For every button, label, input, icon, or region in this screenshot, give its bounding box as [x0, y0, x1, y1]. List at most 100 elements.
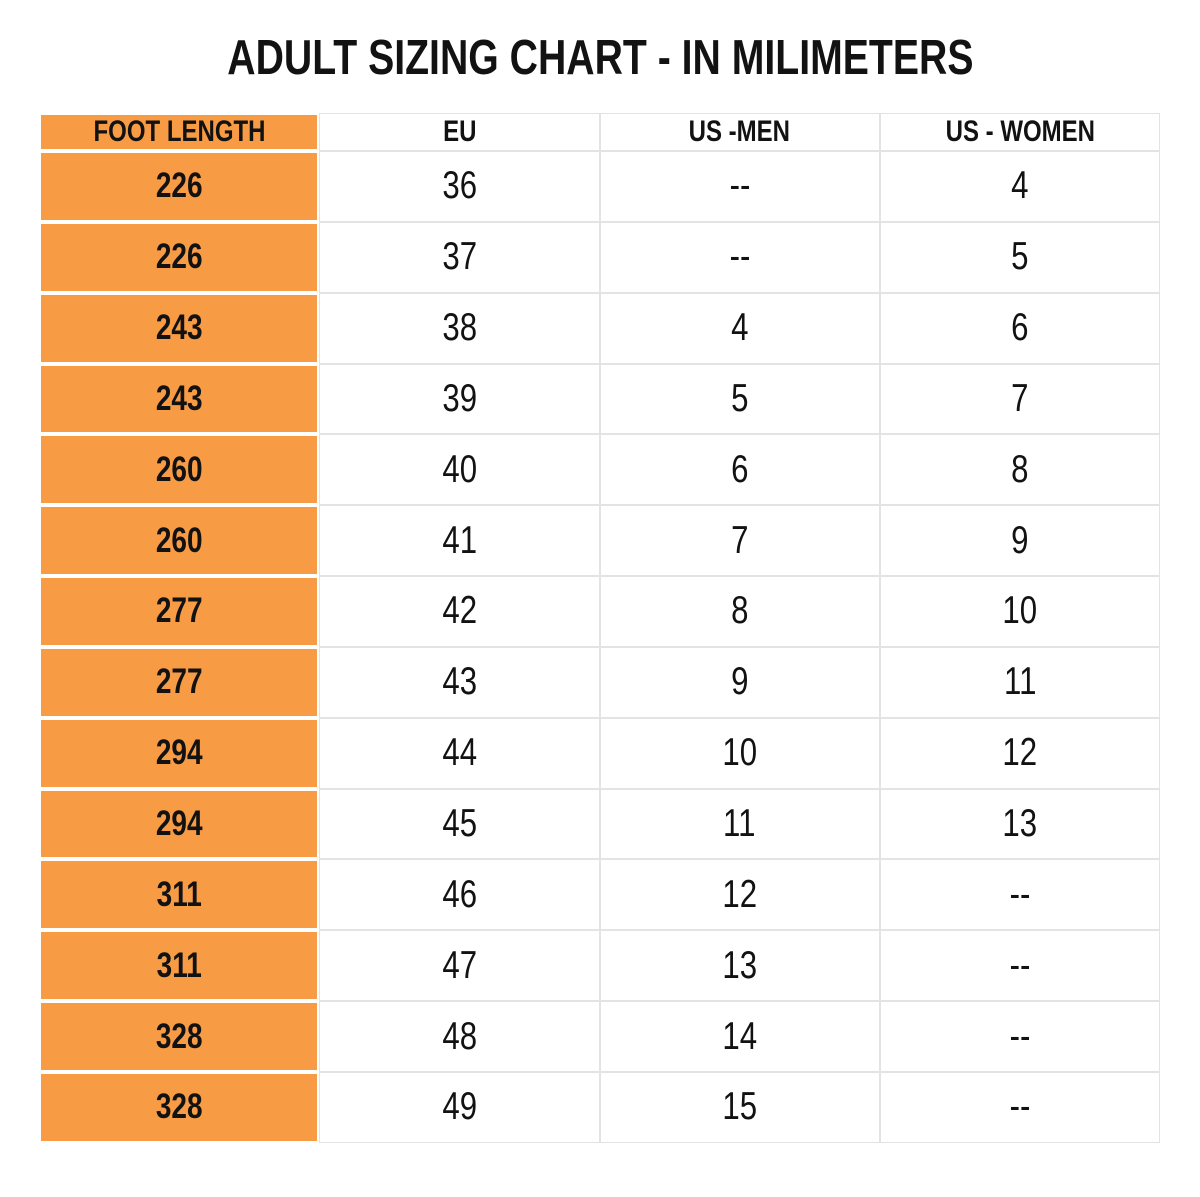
size-value-cell: 38 [319, 292, 600, 364]
cell-value: -- [1009, 1085, 1031, 1129]
size-value-cell: 12 [599, 859, 880, 931]
foot-length-cell: 260 [39, 505, 320, 577]
cell-value: 9 [1011, 518, 1029, 562]
cell-value: 6 [1011, 306, 1029, 350]
size-value-cell: 10 [879, 576, 1160, 647]
cell-value: 13 [1002, 802, 1038, 846]
size-value-cell: 4 [599, 292, 880, 364]
size-value-cell: 41 [319, 505, 600, 577]
size-value-cell: 13 [599, 930, 880, 1002]
size-value-cell: 39 [319, 363, 600, 435]
size-value-cell: 46 [319, 859, 600, 931]
cell-value: 294 [155, 804, 203, 844]
cell-value: 43 [442, 660, 477, 704]
size-value-cell: 47 [319, 930, 600, 1002]
cell-value: 45 [442, 802, 477, 846]
size-value-cell: -- [879, 859, 1160, 931]
size-value-cell: 6 [879, 292, 1160, 364]
size-value-cell: 8 [599, 576, 880, 647]
foot-length-cell: 328 [39, 1001, 320, 1072]
foot-length-cell: 243 [39, 363, 320, 435]
size-value-cell: 11 [879, 646, 1160, 718]
cell-value: 9 [730, 660, 749, 704]
foot-length-cell: 260 [39, 434, 320, 506]
cell-value: 311 [156, 874, 202, 914]
size-value-cell: -- [599, 221, 880, 293]
cell-value: 226 [155, 237, 203, 277]
table-row: 311 46 12 -- [39, 859, 1160, 931]
table-row: 328 48 14 -- [39, 1001, 1160, 1072]
column-header-us-men: US -MEN [599, 113, 880, 151]
cell-value: 7 [1011, 376, 1029, 420]
column-header-label: FOOT LENGTH [93, 115, 266, 148]
size-value-cell: 49 [319, 1071, 600, 1143]
size-value-cell: -- [879, 930, 1160, 1002]
cell-value: 36 [442, 164, 477, 208]
cell-value: 7 [730, 518, 749, 562]
size-value-cell: 11 [599, 788, 880, 860]
size-value-cell: 9 [599, 646, 880, 718]
cell-value: 46 [442, 872, 477, 916]
cell-value: -- [1009, 872, 1031, 916]
cell-value: 10 [1002, 589, 1038, 633]
cell-value: 15 [722, 1085, 757, 1129]
table-row: 226 37 -- 5 [39, 221, 1160, 293]
column-header-label: US - WOMEN [945, 115, 1095, 148]
cell-value: -- [729, 164, 751, 208]
table-row: 294 44 10 12 [39, 717, 1160, 789]
cell-value: 6 [730, 447, 749, 491]
cell-value: 311 [156, 945, 202, 985]
size-value-cell: 4 [879, 151, 1160, 222]
foot-length-cell: 243 [39, 292, 320, 364]
cell-value: 328 [155, 1087, 203, 1127]
cell-value: 8 [1011, 447, 1029, 491]
cell-value: 49 [442, 1085, 477, 1129]
table-row: 243 39 5 7 [39, 363, 1160, 435]
cell-value: 277 [155, 591, 203, 631]
foot-length-cell: 277 [39, 646, 320, 718]
cell-value: 5 [730, 376, 749, 420]
header-row: FOOT LENGTH EU US -MEN US - WOMEN [39, 113, 1160, 151]
size-value-cell: -- [599, 151, 880, 222]
size-value-cell: 44 [319, 717, 600, 789]
foot-length-cell: 226 [39, 151, 320, 222]
cell-value: 44 [442, 731, 477, 775]
table-body: 226 36 -- 4 226 37 -- 5 243 38 4 6 243 39 5 7 260 40 6 8 260… [39, 151, 1160, 1143]
cell-value: 12 [1002, 731, 1038, 775]
cell-value: 42 [442, 589, 477, 633]
cell-value: 243 [155, 308, 203, 348]
cell-value: 41 [442, 518, 477, 562]
size-value-cell: 36 [319, 151, 600, 222]
foot-length-cell: 311 [39, 930, 320, 1002]
cell-value: 47 [442, 943, 477, 987]
table-row: 277 42 8 10 [39, 576, 1160, 647]
table-row: 328 49 15 -- [39, 1071, 1160, 1143]
size-value-cell: 12 [879, 717, 1160, 789]
cell-value: -- [729, 235, 751, 279]
cell-value: 260 [155, 520, 203, 560]
table-row: 243 38 4 6 [39, 292, 1160, 364]
size-value-cell: 5 [599, 363, 880, 435]
page-title: ADULT SIZING CHART - IN MILIMETERS [0, 30, 1200, 86]
cell-value: -- [1009, 1014, 1031, 1058]
size-value-cell: 5 [879, 221, 1160, 293]
column-header-label: US -MEN [688, 115, 791, 148]
foot-length-cell: 328 [39, 1071, 320, 1143]
cell-value: 10 [722, 731, 757, 775]
cell-value: 12 [722, 872, 757, 916]
size-value-cell: 10 [599, 717, 880, 789]
foot-length-cell: 294 [39, 717, 320, 789]
size-value-cell: 42 [319, 576, 600, 647]
table-row: 294 45 11 13 [39, 788, 1160, 860]
cell-value: 8 [730, 589, 749, 633]
page-title-text: ADULT SIZING CHART - IN MILIMETERS [226, 31, 974, 85]
size-value-cell: 45 [319, 788, 600, 860]
cell-value: 11 [1003, 660, 1037, 704]
cell-value: 13 [722, 943, 757, 987]
column-header-us-women: US - WOMEN [879, 113, 1160, 151]
cell-value: 226 [155, 166, 203, 206]
cell-value: 37 [442, 235, 477, 279]
size-value-cell: 48 [319, 1001, 600, 1072]
size-value-cell: 13 [879, 788, 1160, 860]
size-value-cell: 15 [599, 1071, 880, 1143]
